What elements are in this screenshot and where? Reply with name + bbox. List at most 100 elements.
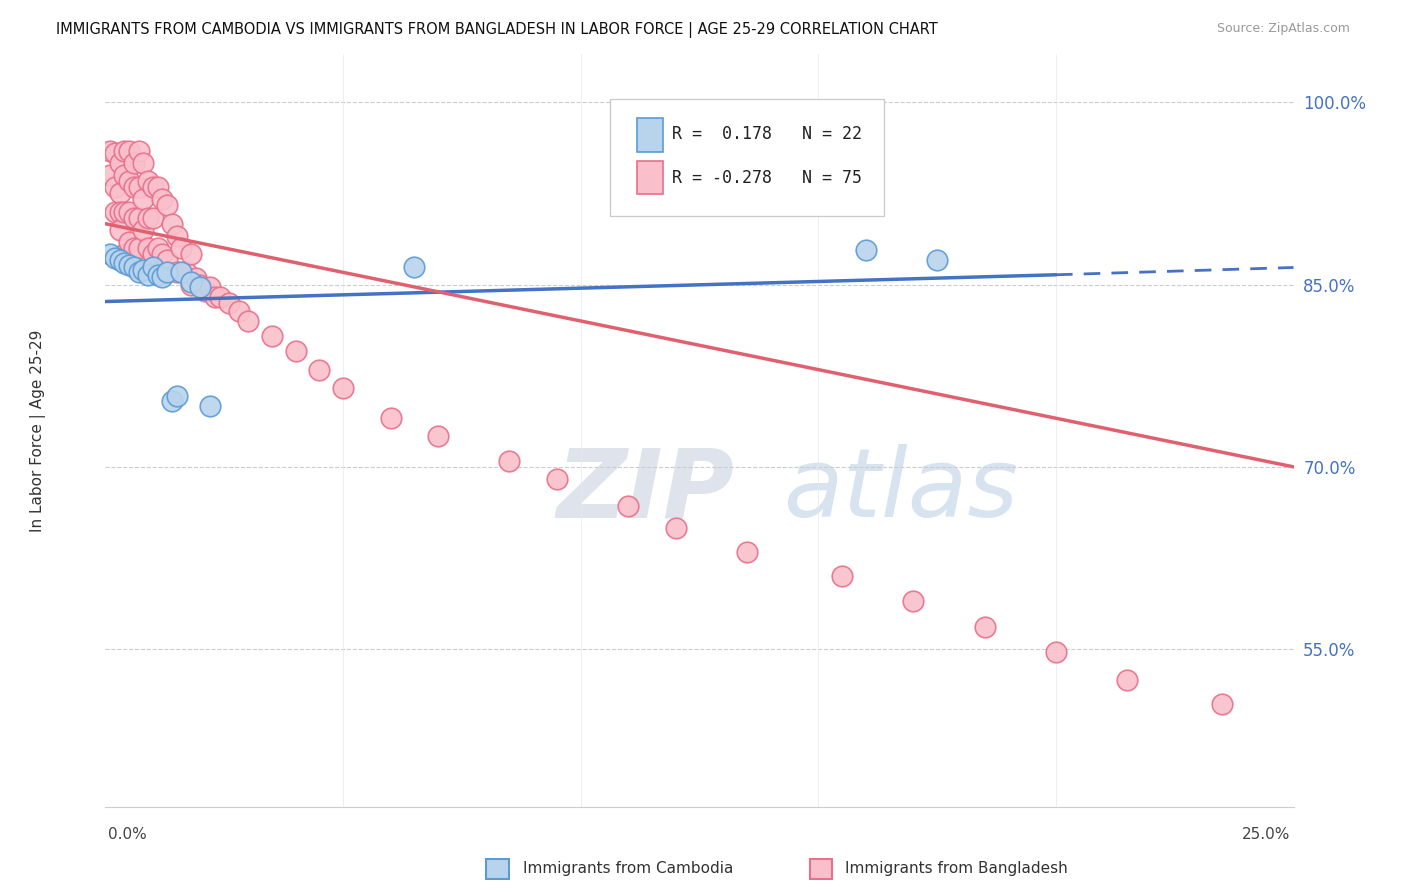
Point <box>260 328 283 343</box>
Text: ZIP: ZIP <box>557 444 735 537</box>
Point <box>180 275 202 289</box>
Point <box>118 258 141 272</box>
Point <box>114 247 136 261</box>
Point <box>208 290 231 304</box>
Point <box>198 280 221 294</box>
Point <box>118 235 141 249</box>
Point <box>332 381 354 395</box>
Point <box>404 260 426 275</box>
Point <box>166 389 188 403</box>
Point <box>831 569 853 583</box>
FancyBboxPatch shape <box>810 859 832 880</box>
Point <box>142 180 165 194</box>
Point <box>855 244 877 258</box>
Point <box>122 156 145 170</box>
Text: atlas: atlas <box>783 444 1018 537</box>
Point <box>156 253 179 268</box>
Point <box>122 260 145 275</box>
Point <box>98 247 121 261</box>
Point <box>142 247 165 261</box>
Point <box>665 521 688 535</box>
FancyBboxPatch shape <box>610 99 883 216</box>
Point <box>132 156 155 170</box>
Text: R =  0.178   N = 22: R = 0.178 N = 22 <box>672 125 862 144</box>
Point <box>218 295 240 310</box>
Point <box>114 255 136 269</box>
Point <box>142 260 165 275</box>
Point <box>128 144 150 158</box>
Point <box>114 204 136 219</box>
Point <box>146 268 169 282</box>
Point <box>973 620 995 634</box>
Point <box>104 180 127 194</box>
Point <box>236 314 259 328</box>
Point <box>166 228 188 243</box>
Point <box>546 472 568 486</box>
Point <box>308 362 330 376</box>
Text: 25.0%: 25.0% <box>1243 827 1291 841</box>
Point <box>128 211 150 225</box>
Point <box>156 265 179 279</box>
Point <box>190 277 212 292</box>
Point <box>98 144 121 158</box>
Point <box>146 241 169 255</box>
Text: Source: ZipAtlas.com: Source: ZipAtlas.com <box>1216 22 1350 36</box>
Point <box>180 247 202 261</box>
Text: Immigrants from Bangladesh: Immigrants from Bangladesh <box>845 862 1067 876</box>
FancyBboxPatch shape <box>637 161 662 194</box>
Text: Immigrants from Cambodia: Immigrants from Cambodia <box>523 862 734 876</box>
Text: IMMIGRANTS FROM CAMBODIA VS IMMIGRANTS FROM BANGLADESH IN LABOR FORCE | AGE 25-2: IMMIGRANTS FROM CAMBODIA VS IMMIGRANTS F… <box>56 22 938 38</box>
Point <box>156 198 179 212</box>
Point <box>104 204 127 219</box>
FancyBboxPatch shape <box>637 118 662 152</box>
Text: R = -0.278   N = 75: R = -0.278 N = 75 <box>672 169 862 187</box>
Point <box>132 223 155 237</box>
Text: 0.0%: 0.0% <box>108 827 148 841</box>
Point <box>108 186 131 201</box>
Point <box>136 174 159 188</box>
Point <box>228 304 250 318</box>
Point <box>136 241 159 255</box>
Point <box>617 499 640 513</box>
Point <box>122 180 145 194</box>
Point <box>128 180 150 194</box>
Point <box>735 545 758 559</box>
Point <box>190 280 212 294</box>
Point <box>194 284 217 298</box>
Point <box>1045 645 1067 659</box>
Point <box>184 271 207 285</box>
Point <box>114 168 136 182</box>
Point <box>114 144 136 158</box>
Point <box>160 217 183 231</box>
Point <box>1116 673 1139 687</box>
Point <box>118 144 141 158</box>
Text: In Labor Force | Age 25-29: In Labor Force | Age 25-29 <box>30 329 46 532</box>
Point <box>498 454 520 468</box>
Point <box>170 241 193 255</box>
Point <box>380 411 402 425</box>
Point <box>174 265 197 279</box>
Point <box>104 251 127 265</box>
Point <box>128 265 150 279</box>
Point <box>132 193 155 207</box>
Point <box>152 193 174 207</box>
Point <box>108 223 131 237</box>
Point <box>104 146 127 161</box>
Point <box>122 241 145 255</box>
Point <box>204 290 226 304</box>
Point <box>160 394 183 409</box>
Point <box>108 253 131 268</box>
Point <box>136 211 159 225</box>
Point <box>152 247 174 261</box>
Point <box>1211 697 1233 711</box>
FancyBboxPatch shape <box>486 859 509 880</box>
Point <box>170 265 193 279</box>
Point <box>152 270 174 285</box>
Point <box>122 211 145 225</box>
Point <box>146 180 169 194</box>
Point <box>925 253 948 268</box>
Point <box>284 344 307 359</box>
Point <box>118 253 141 268</box>
Point <box>142 211 165 225</box>
Point <box>166 265 188 279</box>
